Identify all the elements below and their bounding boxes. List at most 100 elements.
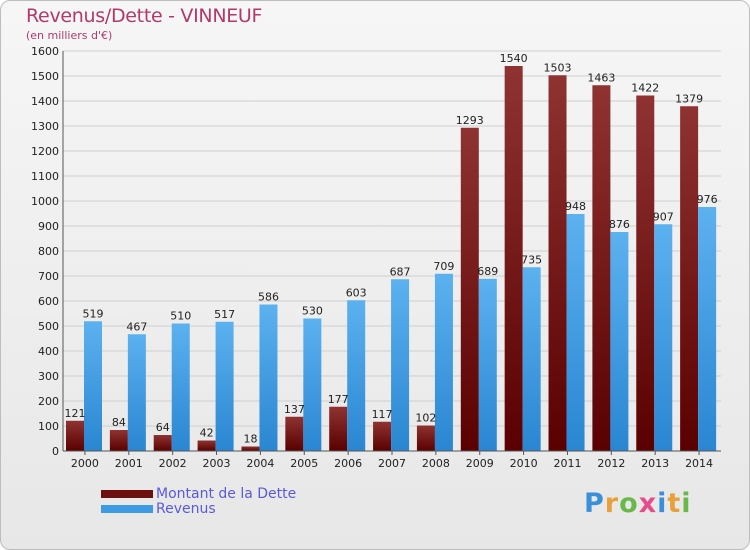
bar-dette bbox=[373, 421, 392, 451]
y-tick-label: 1300 bbox=[31, 120, 59, 133]
data-label: 689 bbox=[477, 265, 498, 278]
bar-revenus bbox=[215, 321, 234, 451]
bar-revenus bbox=[610, 232, 629, 451]
y-axis-ticks: 0 100 200 300 400 500 600 700 800 900 1000 1100 1200… bbox=[31, 45, 59, 458]
data-label: 510 bbox=[170, 310, 191, 323]
data-label: 1503 bbox=[544, 61, 572, 74]
legend-swatch-revenus bbox=[101, 505, 153, 513]
x-axis-ticks: 2000 2001 2002 2003 2004 2005 2006 2007 2008 2009… bbox=[71, 451, 713, 470]
legend-label-dette: Montant de la Dette bbox=[156, 486, 297, 502]
data-label: 1293 bbox=[456, 114, 484, 127]
logo-letter: i bbox=[657, 488, 668, 519]
x-tick-label: 2007 bbox=[378, 457, 406, 470]
bar-dette bbox=[197, 440, 216, 451]
y-tick-label: 1500 bbox=[31, 70, 59, 83]
y-tick-label: 100 bbox=[38, 420, 59, 433]
data-label: 42 bbox=[200, 427, 214, 440]
logo-letter: r bbox=[604, 488, 620, 519]
data-label: 1463 bbox=[587, 71, 615, 84]
data-label: 121 bbox=[65, 407, 86, 420]
bar-dette bbox=[285, 416, 304, 451]
x-tick-label: 2004 bbox=[246, 457, 274, 470]
y-tick-label: 1000 bbox=[31, 195, 59, 208]
x-tick-label: 2000 bbox=[71, 457, 99, 470]
data-label: 948 bbox=[565, 200, 586, 213]
x-tick-label: 2009 bbox=[466, 457, 494, 470]
y-tick-label: 0 bbox=[52, 445, 59, 458]
bar-dette bbox=[460, 127, 479, 451]
data-label: 876 bbox=[609, 218, 630, 231]
chart-title: Revenus/Dette - VINNEUF bbox=[26, 5, 263, 27]
y-tick-label: 1100 bbox=[31, 170, 59, 183]
data-label: 84 bbox=[112, 416, 126, 429]
legend-label-revenus: Revenus bbox=[156, 501, 216, 517]
bar-revenus bbox=[522, 267, 541, 451]
data-label: 467 bbox=[126, 320, 147, 333]
x-tick-label: 2011 bbox=[553, 457, 581, 470]
data-labels: 121 84 64 42 18 137 177 117 102 1293 1540 1503 1463 1… bbox=[65, 52, 718, 446]
data-label: 530 bbox=[302, 305, 323, 318]
y-tick-label: 600 bbox=[38, 295, 59, 308]
bar-dette bbox=[680, 106, 699, 451]
x-tick-label: 2008 bbox=[422, 457, 450, 470]
x-tick-label: 2002 bbox=[159, 457, 187, 470]
y-tick-label: 1400 bbox=[31, 95, 59, 108]
bars bbox=[66, 66, 717, 451]
chart-subtitle: (en milliers d'€) bbox=[26, 29, 113, 42]
bar-dette bbox=[66, 420, 84, 451]
logo-letter: P bbox=[584, 488, 605, 519]
bar-revenus bbox=[698, 207, 717, 451]
bar-revenus bbox=[434, 273, 453, 451]
bar-revenus bbox=[259, 304, 278, 451]
data-label: 1379 bbox=[675, 92, 703, 105]
data-label: 102 bbox=[415, 412, 436, 425]
y-tick-label: 700 bbox=[38, 270, 59, 283]
bar-revenus bbox=[347, 300, 366, 451]
bar-dette bbox=[416, 425, 435, 451]
y-tick-label: 1600 bbox=[31, 45, 59, 58]
y-tick-label: 500 bbox=[38, 320, 59, 333]
bar-revenus bbox=[654, 224, 673, 451]
bar-dette bbox=[636, 95, 655, 451]
x-tick-label: 2006 bbox=[334, 457, 362, 470]
data-label: 18 bbox=[243, 433, 257, 446]
data-label: 735 bbox=[521, 253, 542, 266]
data-label: 976 bbox=[697, 193, 718, 206]
y-tick-label: 300 bbox=[38, 370, 59, 383]
y-tick-label: 400 bbox=[38, 345, 59, 358]
data-label: 519 bbox=[83, 307, 104, 320]
legend-swatch-dette bbox=[101, 490, 153, 498]
data-label: 687 bbox=[390, 265, 411, 278]
y-tick-label: 200 bbox=[38, 395, 59, 408]
y-tick-label: 800 bbox=[38, 245, 59, 258]
x-tick-label: 2003 bbox=[203, 457, 231, 470]
logo-letter: t bbox=[667, 488, 682, 519]
y-tick-label: 1200 bbox=[31, 145, 59, 158]
x-tick-label: 2014 bbox=[685, 457, 713, 470]
bar-revenus bbox=[303, 318, 322, 451]
data-label: 586 bbox=[258, 291, 279, 304]
data-label: 709 bbox=[433, 260, 454, 273]
data-label: 1540 bbox=[500, 52, 528, 65]
data-label: 1422 bbox=[631, 82, 659, 95]
bar-dette bbox=[548, 75, 567, 451]
bar-revenus bbox=[478, 278, 497, 451]
bar-dette bbox=[153, 435, 172, 451]
x-tick-label: 2010 bbox=[510, 457, 538, 470]
bar-dette bbox=[504, 66, 523, 451]
bar-revenus bbox=[84, 321, 102, 451]
data-label: 64 bbox=[156, 421, 170, 434]
logo-letter: o bbox=[619, 488, 639, 519]
bar-dette bbox=[241, 446, 260, 451]
data-label: 517 bbox=[214, 308, 235, 321]
bar-dette bbox=[592, 85, 611, 451]
bar-revenus bbox=[566, 214, 585, 451]
x-tick-label: 2005 bbox=[290, 457, 318, 470]
data-label: 117 bbox=[372, 408, 393, 421]
proxiti-logo: Proxiti bbox=[584, 488, 692, 519]
data-label: 907 bbox=[653, 210, 674, 223]
bar-revenus bbox=[171, 323, 190, 451]
x-tick-label: 2001 bbox=[115, 457, 143, 470]
